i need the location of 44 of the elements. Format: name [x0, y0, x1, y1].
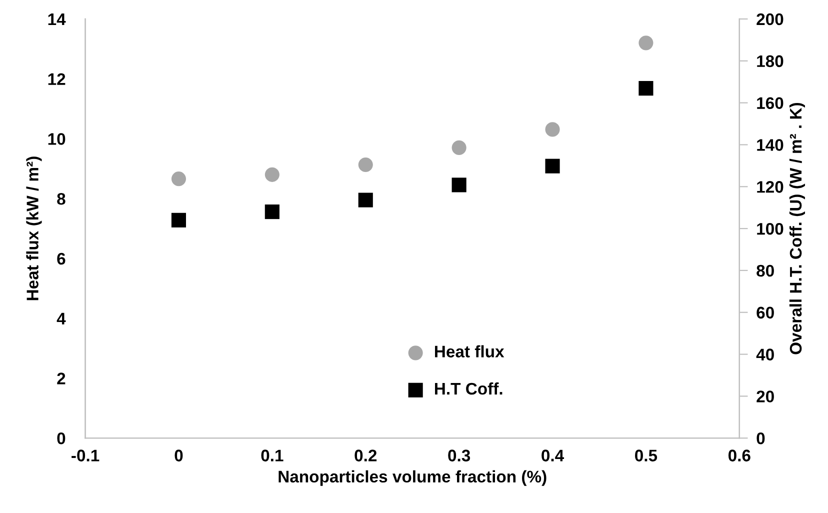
- y-tick-label: 6: [57, 252, 66, 265]
- y2-tick-label: 100: [757, 222, 784, 235]
- x-tick-label: 0.1: [261, 450, 284, 462]
- y2-tick-label: 60: [756, 306, 774, 319]
- y2-tick-label: 120: [757, 181, 784, 193]
- point: [638, 81, 654, 96]
- y2-tick-label: 20: [756, 390, 774, 402]
- point: [171, 212, 186, 228]
- point: [452, 140, 466, 155]
- x-axis-title: Nanoparticles volume fraction (%): [278, 470, 546, 486]
- point: [452, 178, 466, 192]
- y2-tick-label: 200: [756, 13, 784, 26]
- y-tick-label: 10: [48, 133, 66, 145]
- x-tick-label: -0.1: [72, 450, 100, 462]
- x-tick-label: 0: [174, 450, 183, 462]
- legend-label: Heat flux: [435, 345, 504, 358]
- y-tick-label: 12: [48, 73, 66, 85]
- y-tick-label: 14: [48, 14, 66, 26]
- x-tick-label: 0.5: [635, 450, 658, 462]
- point: [358, 157, 373, 172]
- y2-tick-label: 160: [757, 97, 784, 110]
- y2-tick-label: 140: [757, 139, 784, 151]
- y2-tick-label: 180: [757, 55, 784, 68]
- y-tick-label: 8: [57, 193, 66, 205]
- y2-tick-label: 0: [756, 432, 765, 444]
- point: [545, 122, 560, 137]
- point: [264, 204, 280, 220]
- y2-tick-label: 80: [756, 264, 774, 277]
- x-tick-label: 0.4: [542, 450, 564, 462]
- y2-axis-title: Overall H.T. Coff. (U) (W / m² . K): [789, 102, 805, 354]
- legend-label: H.T Coff.: [435, 382, 502, 395]
- point: [171, 172, 186, 186]
- y-tick-label: 4: [56, 312, 66, 324]
- x-tick-label: 0.2: [354, 450, 377, 462]
- point: [638, 36, 654, 50]
- point: [545, 158, 560, 174]
- y-tick-label: 0: [57, 432, 66, 444]
- point: [264, 167, 280, 182]
- y-tick-label: 2: [57, 372, 66, 384]
- y2-tick-label: 40: [756, 348, 774, 360]
- point: [358, 192, 373, 208]
- x-tick-label: 0.6: [728, 450, 750, 462]
- y-axis-title: Heat flux (kW / m²): [26, 156, 42, 300]
- x-tick-label: 0.3: [448, 450, 470, 462]
